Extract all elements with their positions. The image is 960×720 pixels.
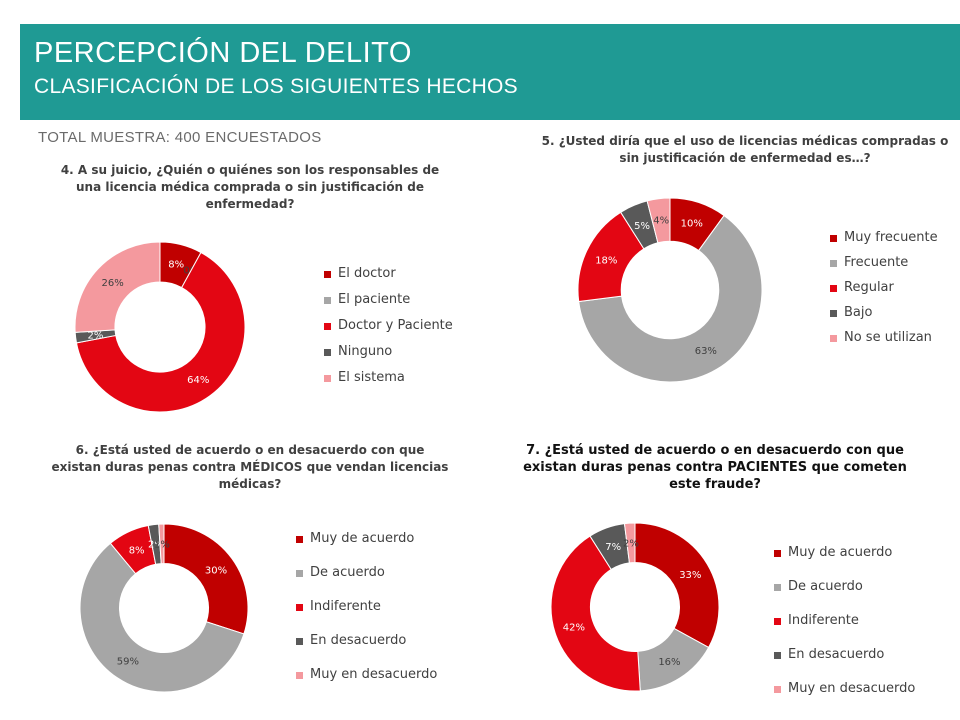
legend-swatch bbox=[774, 686, 781, 693]
chart-q7-slice-indiferente bbox=[550, 535, 641, 692]
legend-label: Bajo bbox=[844, 305, 873, 320]
chart-q5-label-frecuente: 63% bbox=[695, 346, 717, 357]
chart-q7-label-de-acuerdo: 16% bbox=[658, 657, 680, 668]
chart-q4-title: 4. A su juicio, ¿Quién o quiénes son los… bbox=[60, 163, 440, 211]
chart-q6-slice-muy-de-acuerdo bbox=[163, 523, 249, 635]
legend-label: Muy en desacuerdo bbox=[310, 667, 438, 682]
legend-label: Regular bbox=[844, 280, 894, 295]
legend-swatch bbox=[830, 310, 837, 317]
legend-label: Doctor y Paciente bbox=[338, 318, 453, 333]
legend-label: Indiferente bbox=[788, 613, 859, 628]
legend-label: Frecuente bbox=[844, 255, 909, 270]
chart-q7-title: 7. ¿Está usted de acuerdo o en desacuerd… bbox=[523, 443, 907, 492]
chart-q5-donut: 10% 63% 18% 5% 4% bbox=[577, 197, 763, 383]
chart-q7-label-en-desacuerdo: 7% bbox=[605, 542, 621, 553]
chart-q4-label-el-doctor: 8% bbox=[168, 260, 184, 271]
chart-q4-donut: 8%0%64%2%26% bbox=[74, 241, 246, 413]
legend-label: Muy frecuente bbox=[844, 230, 938, 245]
legend-swatch bbox=[774, 584, 781, 591]
legend-label: El doctor bbox=[338, 266, 396, 281]
legend-swatch bbox=[324, 375, 331, 382]
chart-q5-label-muy-frecuente: 10% bbox=[681, 219, 703, 230]
legend-swatch bbox=[296, 672, 303, 679]
chart-q6-label-muy-de-acuerdo: 30% bbox=[205, 566, 227, 577]
legend-swatch bbox=[296, 570, 303, 577]
page-title: PERCEPCIÓN DEL DELITO bbox=[34, 37, 412, 69]
legend-swatch bbox=[830, 335, 837, 342]
legend-label: El paciente bbox=[338, 292, 411, 307]
chart-q4-label-doctor-y-paciente: 64% bbox=[187, 375, 209, 386]
legend-swatch bbox=[324, 271, 331, 278]
legend-label: Indiferente bbox=[310, 599, 381, 614]
legend-swatch bbox=[324, 323, 331, 330]
chart-q6-slice-de-acuerdo bbox=[79, 542, 245, 693]
legend-label: En desacuerdo bbox=[788, 647, 885, 662]
chart-q4-label-el-sistema: 26% bbox=[101, 278, 123, 289]
legend-swatch bbox=[830, 235, 837, 242]
chart-q7-label-muy-en-desacuerdo: 2% bbox=[623, 538, 639, 549]
chart-q7-donut: 33% 16% 42% 7% 2% bbox=[550, 522, 720, 692]
chart-q5-slice-no-se-utilizan bbox=[646, 197, 671, 244]
chart-q4-slice-el-sistema bbox=[74, 241, 161, 333]
chart-q7-label-muy-de-acuerdo: 33% bbox=[679, 570, 701, 581]
legend-label: Muy en desacuerdo bbox=[788, 681, 916, 696]
legend-swatch bbox=[774, 652, 781, 659]
chart-q6-label-muy-en-desacuerdo: 1% bbox=[154, 539, 170, 550]
legend-label: Muy de acuerdo bbox=[788, 545, 893, 560]
legend-swatch bbox=[296, 536, 303, 543]
chart-q4-slice-doctor-y-paciente bbox=[75, 251, 246, 413]
chart-q6-donut: 30% 59% 8%2%1% bbox=[79, 523, 249, 693]
chart-q6-label-indiferente: 8% bbox=[129, 545, 145, 556]
chart-q6-label-de-acuerdo: 59% bbox=[117, 657, 139, 668]
sample-total: TOTAL MUESTRA: 400 ENCUESTADOS bbox=[38, 129, 322, 146]
legend-swatch bbox=[830, 285, 837, 292]
chart-q5-slice-frecuente bbox=[578, 214, 763, 383]
legend-swatch bbox=[774, 550, 781, 557]
legend-label: Ninguno bbox=[338, 344, 393, 359]
chart-q6-title: 6. ¿Está usted de acuerdo o en desacuerd… bbox=[51, 443, 449, 491]
chart-q6-slice-muy-en-desacuerdo bbox=[158, 523, 165, 565]
legend-swatch bbox=[830, 260, 837, 267]
chart-q5-label-no-se-utilizan: 4% bbox=[653, 216, 669, 227]
chart-q4-label-ninguno: 2% bbox=[88, 331, 104, 342]
legend-label: De acuerdo bbox=[788, 579, 863, 594]
chart-q5-title: 5. ¿Usted diría que el uso de licencias … bbox=[541, 134, 949, 165]
chart-q7-label-indiferente: 42% bbox=[563, 622, 585, 633]
page-subtitle: CLASIFICACIÓN DE LOS SIGUIENTES HECHOS bbox=[34, 75, 518, 98]
legend-swatch bbox=[296, 604, 303, 611]
legend-label: No se utilizan bbox=[844, 330, 932, 345]
legend-label: De acuerdo bbox=[310, 565, 385, 580]
legend-label: El sistema bbox=[338, 370, 405, 385]
legend-swatch bbox=[774, 618, 781, 625]
header-banner: PERCEPCIÓN DEL DELITO CLASIFICACIÓN DE L… bbox=[20, 24, 960, 120]
legend-swatch bbox=[296, 638, 303, 645]
chart-q7-slice-muy-de-acuerdo bbox=[634, 522, 720, 649]
chart-q6-label-en-desacuerdo: 2% bbox=[148, 540, 164, 551]
legend-swatch bbox=[324, 349, 331, 356]
legend-swatch bbox=[324, 297, 331, 304]
legend-label: Muy de acuerdo bbox=[310, 531, 415, 546]
chart-q5-label-regular: 18% bbox=[595, 256, 617, 267]
chart-q7-slice-muy-en-desacuerdo bbox=[623, 522, 636, 564]
chart-q5-label-bajo: 5% bbox=[634, 221, 650, 232]
legend-label: En desacuerdo bbox=[310, 633, 407, 648]
